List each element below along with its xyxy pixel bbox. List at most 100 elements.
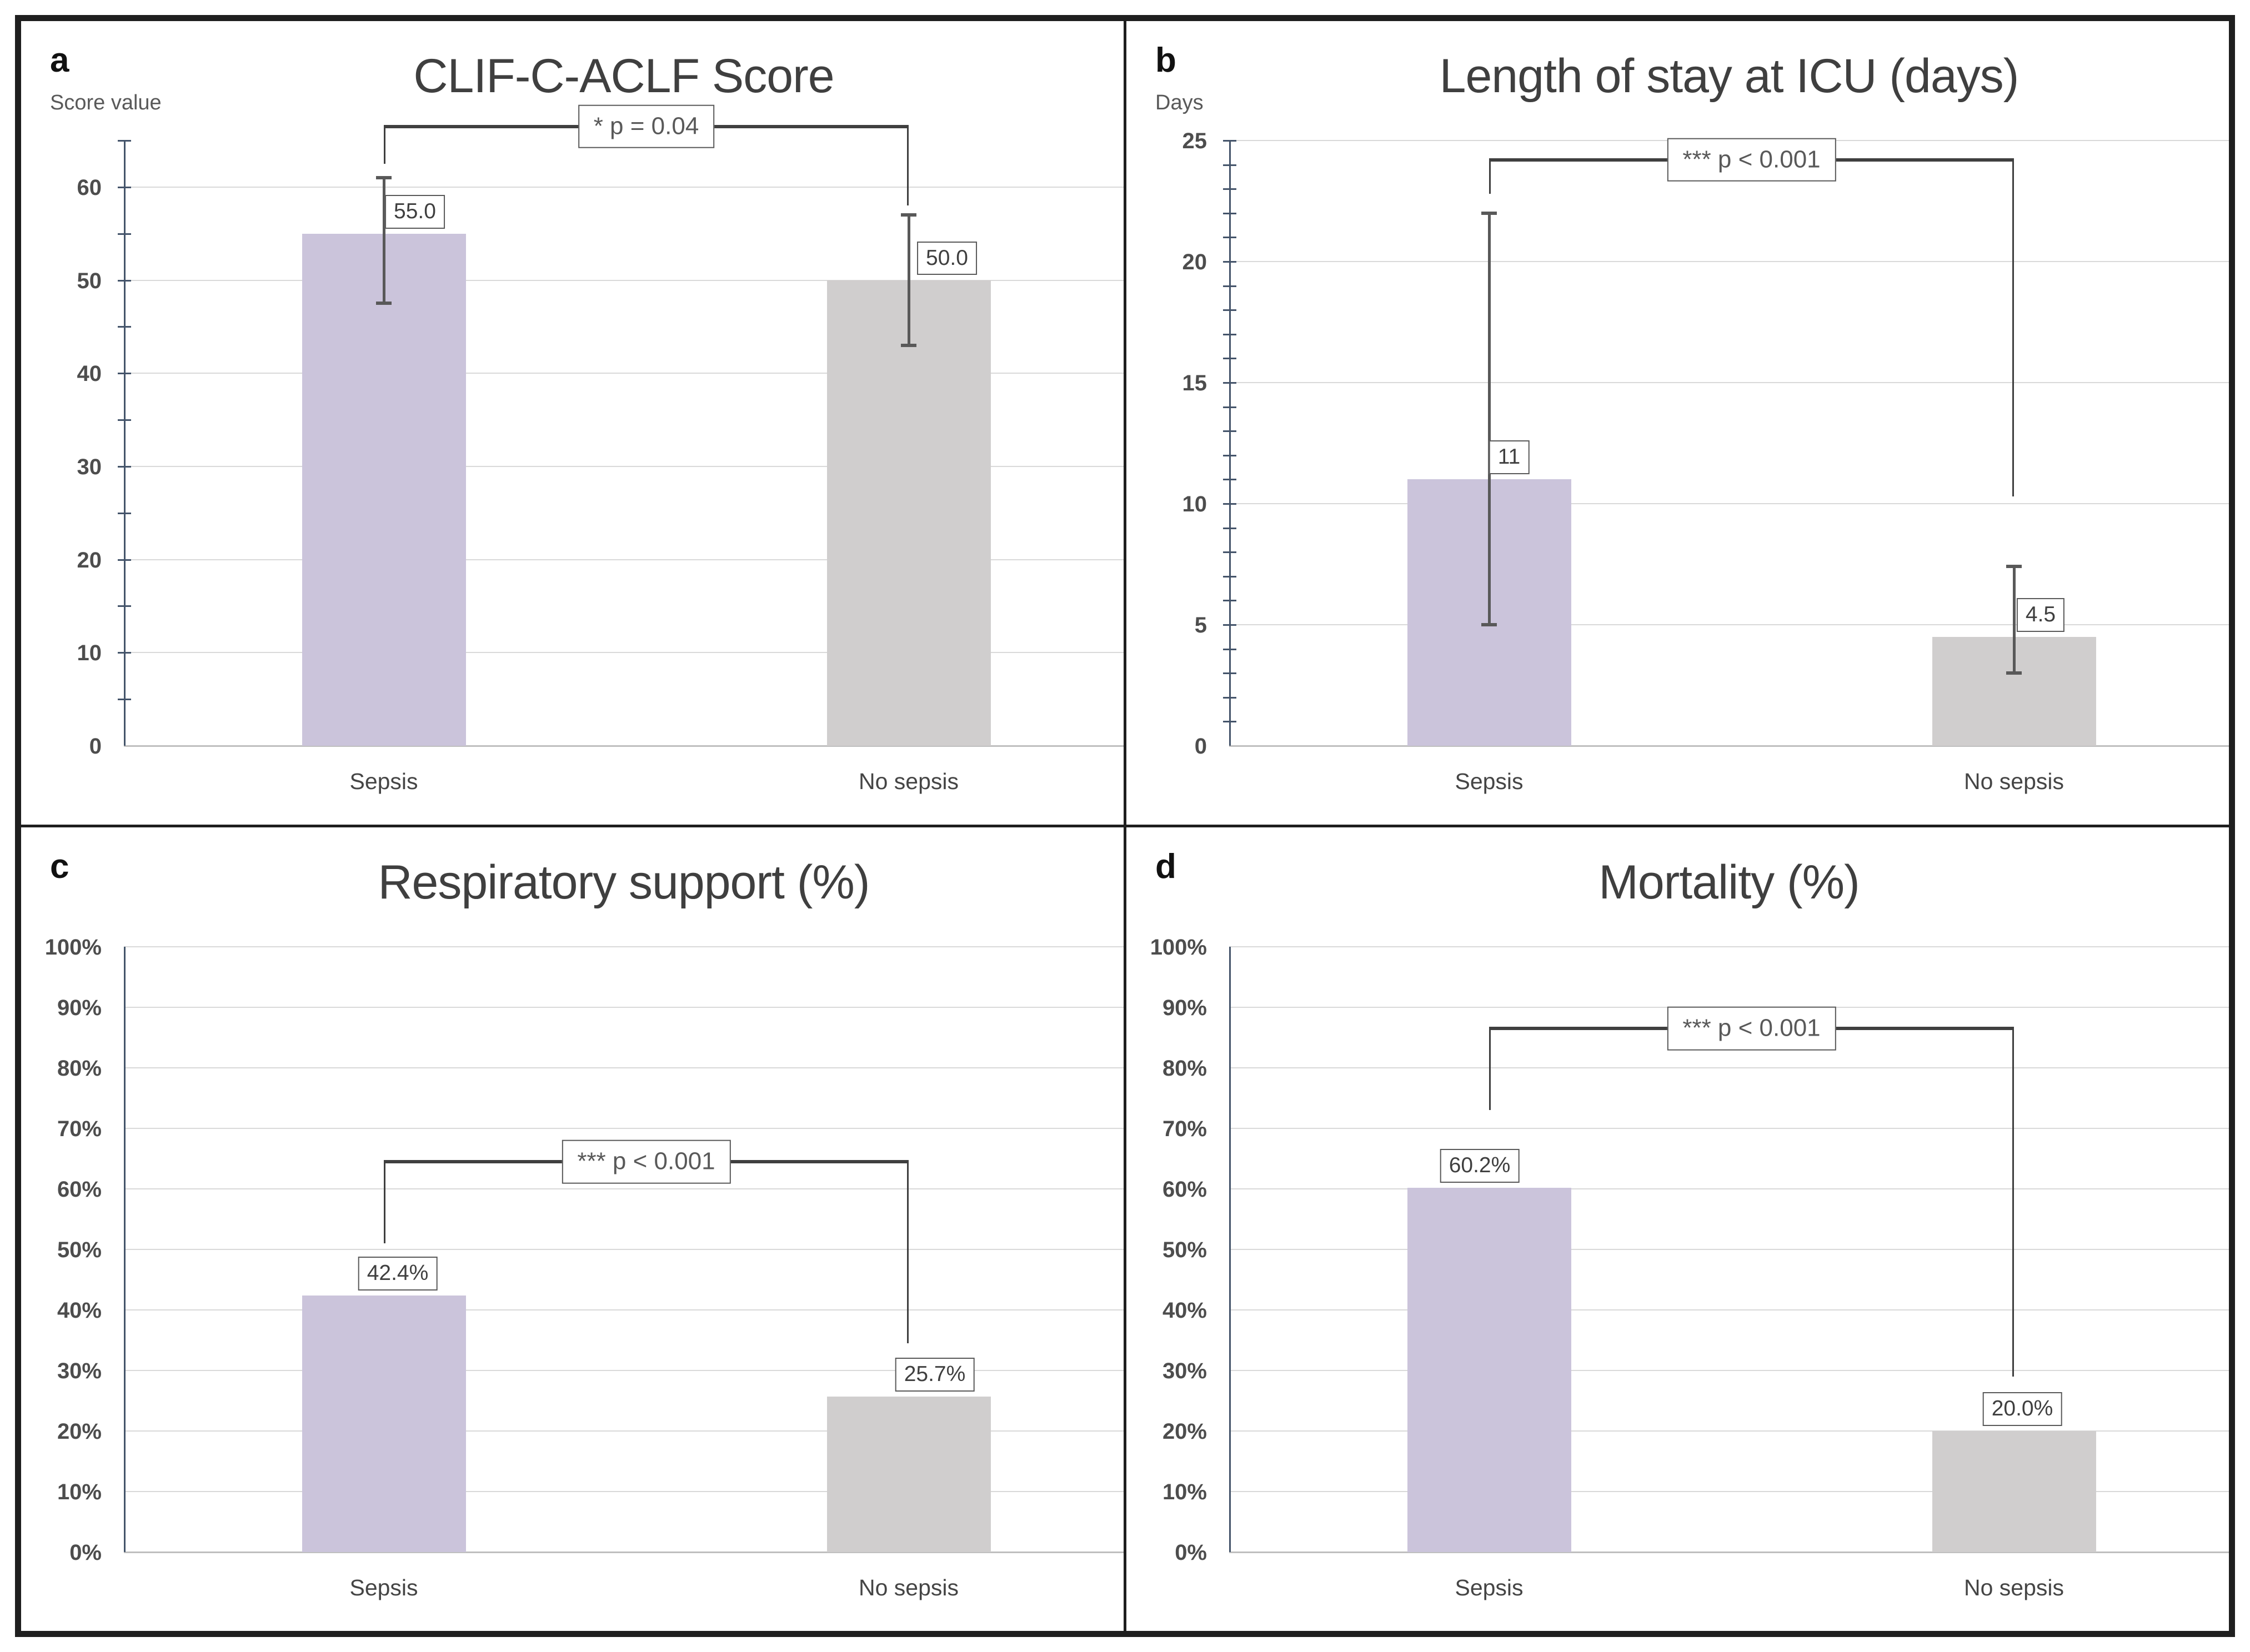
- y-axis-tick: [1223, 333, 1236, 335]
- error-bar-cap-top: [2006, 565, 2022, 569]
- bar-sepsis: [302, 1295, 466, 1552]
- gridline: [124, 652, 1124, 654]
- x-category-label: No sepsis: [858, 1575, 959, 1600]
- gridline: [124, 279, 1124, 281]
- significance-bracket-left-leg: [384, 1161, 385, 1244]
- error-bar-cap-top: [376, 176, 392, 180]
- y-tick-label: 60: [77, 175, 102, 200]
- gridline: [124, 1491, 1124, 1492]
- error-bar: [2013, 566, 2016, 674]
- bar-value-label: 11: [1489, 440, 1530, 475]
- gridline: [124, 1128, 1124, 1129]
- gridline: [124, 1188, 1124, 1189]
- y-tick-label: 25: [1182, 129, 1207, 153]
- p-value-label: *** p < 0.001: [1667, 138, 1836, 182]
- error-bar-cap-bottom: [901, 343, 916, 347]
- panel-d: d Mortality (%) 0% 10% 20% 30% 40% 50% 60% 70% 80%…: [1126, 827, 2229, 1631]
- y-tick-label: 0: [1194, 734, 1207, 759]
- gridline: [124, 186, 1124, 188]
- x-category-label: No sepsis: [1963, 769, 2064, 794]
- gridline: [124, 465, 1124, 467]
- y-axis-tick: [1223, 575, 1236, 578]
- gridline: [1229, 1188, 2229, 1189]
- bar-value-label: 20.0%: [1982, 1392, 2062, 1426]
- y-axis-tick: [118, 419, 131, 421]
- y-tick-label: 100%: [44, 935, 102, 960]
- y-tick-label: 40%: [57, 1298, 102, 1323]
- gridline: [1229, 1067, 2229, 1068]
- gridline: [1229, 624, 2229, 625]
- significance-bracket-left-leg: [1489, 159, 1491, 194]
- y-axis-line: [124, 947, 126, 1552]
- gridline: [1229, 1128, 2229, 1129]
- y-tick-label: 80%: [57, 1056, 102, 1081]
- y-axis-tick: [1223, 600, 1236, 602]
- y-tick-label: 70%: [57, 1117, 102, 1141]
- y-axis-tick: [118, 465, 131, 468]
- gridline: [1229, 261, 2229, 262]
- x-axis-line: [124, 1551, 1124, 1553]
- x-category-label: No sepsis: [858, 769, 959, 794]
- panel-letter: d: [1155, 847, 1176, 886]
- y-axis-tick: [1223, 479, 1236, 481]
- y-axis-tick: [1223, 358, 1236, 360]
- panel-b: b Length of stay at ICU (days) Days 0 5 10 15 2…: [1126, 21, 2229, 825]
- y-axis-tick: [1223, 672, 1236, 675]
- y-tick-label: 0: [89, 734, 102, 759]
- y-tick-label: 20: [77, 548, 102, 573]
- error-bar-cap-bottom: [2006, 671, 2022, 675]
- y-axis-tick: [1223, 721, 1236, 723]
- y-tick-label: 50: [77, 268, 102, 293]
- panel-title: Mortality (%): [1598, 856, 1860, 909]
- p-value-label: * p = 0.04: [578, 104, 715, 149]
- y-tick-label: 100%: [1150, 935, 1207, 960]
- significance-bracket-right-leg: [907, 1161, 909, 1343]
- error-bar-cap-top: [901, 213, 916, 217]
- y-tick-label: 10%: [57, 1480, 102, 1504]
- y-tick-label: 60%: [1162, 1177, 1207, 1202]
- bar-sepsis: [302, 233, 466, 746]
- y-axis-tick: [118, 233, 131, 235]
- y-tick-label: 60%: [57, 1177, 102, 1202]
- significance-bracket-left-leg: [1489, 1028, 1491, 1111]
- panel-title: Length of stay at ICU (days): [1439, 49, 2020, 103]
- y-axis-tick: [1223, 140, 1236, 142]
- gridline: [1229, 382, 2229, 383]
- gridline: [124, 946, 1124, 947]
- bar-no-sepsis: [826, 280, 991, 746]
- gridline: [1229, 1309, 2229, 1310]
- y-axis-tick: [118, 559, 131, 561]
- y-axis-tick: [118, 605, 131, 607]
- error-bar-cap-top: [1481, 211, 1497, 215]
- gridline: [124, 373, 1124, 374]
- bar-value-label: 50.0: [917, 241, 977, 275]
- y-axis-tick: [1223, 309, 1236, 312]
- y-tick-label: 10%: [1162, 1480, 1207, 1504]
- x-category-label: Sepsis: [349, 769, 418, 794]
- gridline: [124, 1249, 1124, 1250]
- panel-c: c Respiratory support (%) 0% 10% 20% 30% 40% 50…: [21, 827, 1124, 1631]
- x-category-label: Sepsis: [1455, 769, 1524, 794]
- y-tick-label: 20%: [1162, 1419, 1207, 1444]
- y-axis-unit-label: Score value: [50, 91, 162, 114]
- significance-bracket-right-leg: [2012, 1028, 2014, 1377]
- y-axis-tick: [118, 373, 131, 375]
- y-axis-tick: [1223, 696, 1236, 699]
- y-axis-tick: [1223, 212, 1236, 214]
- y-axis-tick: [118, 326, 131, 328]
- error-bar: [908, 215, 910, 345]
- bar-value-label: 55.0: [385, 194, 445, 229]
- panel-letter: a: [50, 41, 69, 79]
- panel-grid: a CLIF-C-ACLF Score Score value 0 10 20 30 40 50…: [15, 15, 2235, 1637]
- gridline: [124, 1007, 1124, 1008]
- y-axis-tick: [1223, 285, 1236, 287]
- significance-bracket-right-leg: [2012, 159, 2014, 496]
- y-tick-label: 20: [1182, 250, 1207, 274]
- gridline: [124, 559, 1124, 560]
- panel-letter: b: [1155, 41, 1176, 79]
- y-tick-label: 70%: [1162, 1117, 1207, 1141]
- y-axis-line: [1229, 947, 1231, 1552]
- y-axis-tick: [1223, 527, 1236, 529]
- y-tick-label: 90%: [1162, 996, 1207, 1020]
- y-axis-tick: [1223, 624, 1236, 626]
